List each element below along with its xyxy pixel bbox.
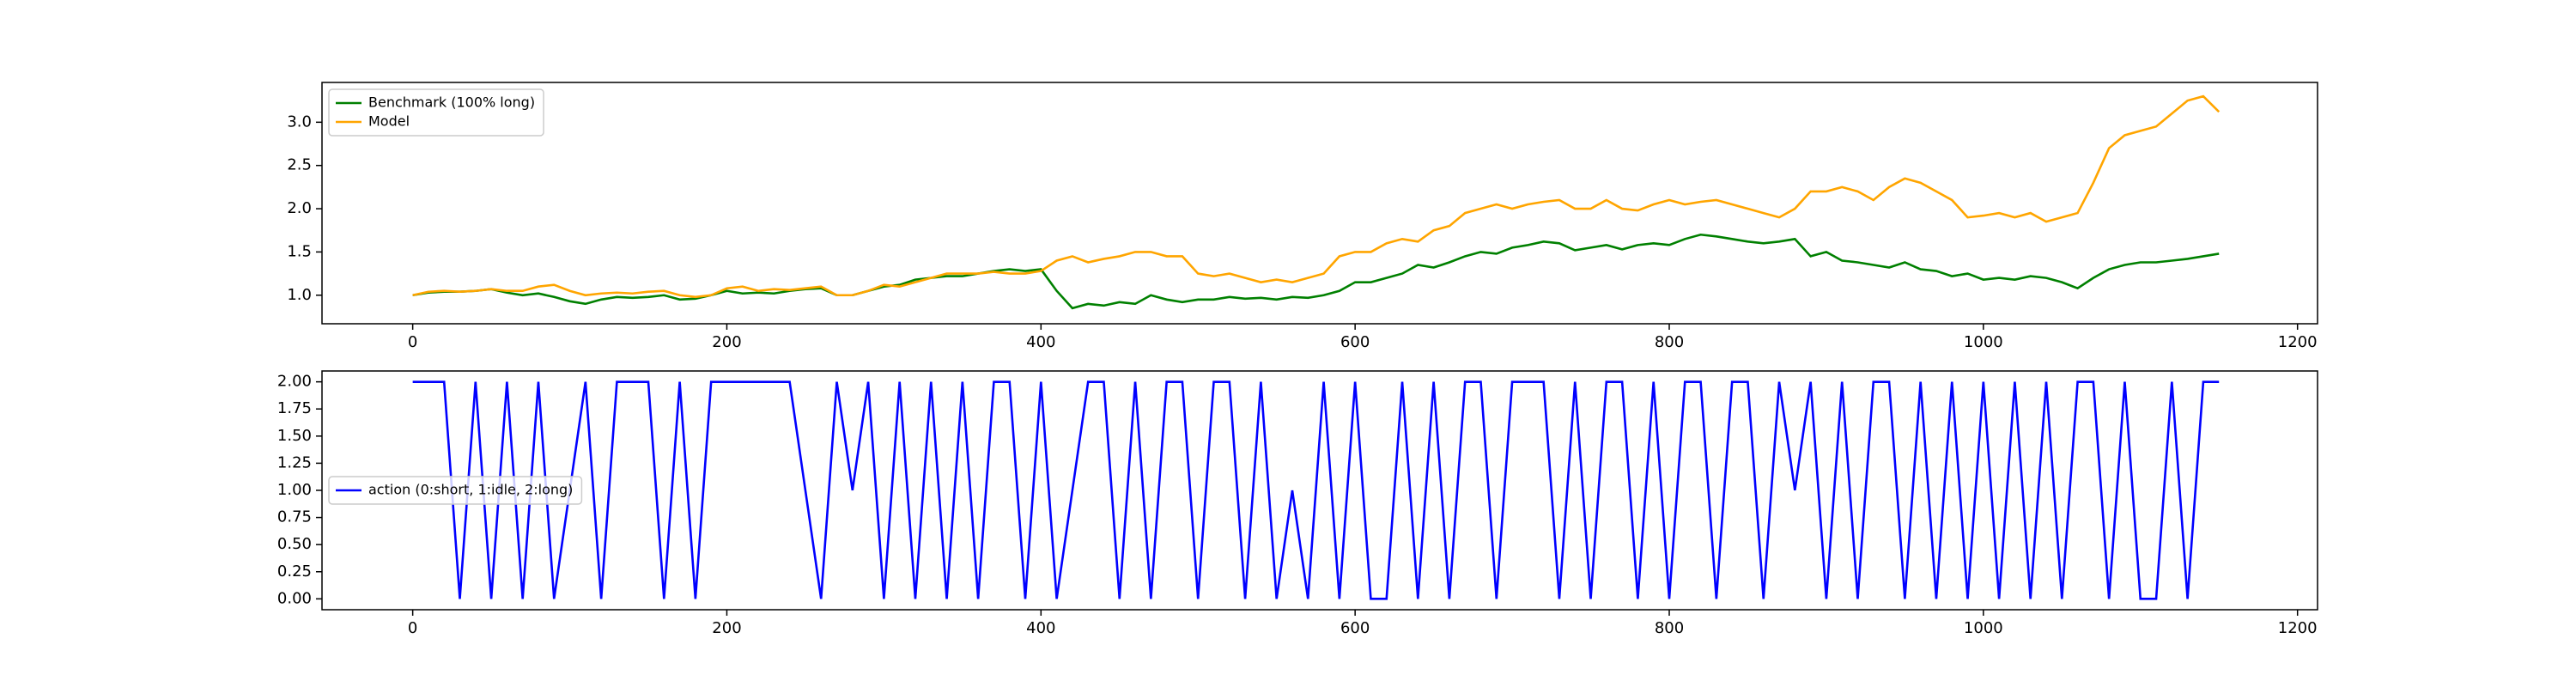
legend: Benchmark (100% long) Model [328,88,544,137]
legend-box [328,476,583,505]
x-tick-label: 400 [1026,619,1055,637]
legend-label: action (0:short, 1:idle, 2:long) [368,482,573,498]
y-tick-label: 0.50 [277,535,312,553]
x-tick-label: 1000 [1964,333,2003,351]
x-tick-label: 1000 [1964,619,2003,637]
legend-label: Model [368,113,410,130]
x-tick-label: 200 [712,333,741,351]
y-tick-label: 1.5 [287,242,312,260]
data-line [412,94,2221,299]
legend-label: Benchmark (100% long) [368,94,535,111]
plot-area [322,371,2318,610]
y-tick-label: 3.0 [287,112,312,131]
x-tick-label: 0 [408,619,417,637]
data-line [412,380,2220,600]
y-tick-label: 2.0 [287,199,312,217]
y-tick-label: 1.0 [287,286,312,304]
x-tick-label: 800 [1655,619,1684,637]
x-tick-label: 600 [1340,619,1370,637]
legend: action (0:short, 1:idle, 2:long) [328,476,583,505]
y-tick-label: 1.75 [277,399,312,417]
x-tick-label: 1200 [2278,333,2318,351]
y-tick-label: 1.00 [277,481,312,499]
y-tick-label: 0.25 [277,562,312,581]
y-tick-label: 1.50 [277,427,312,445]
x-tick-label: 400 [1026,333,1055,351]
x-tick-label: 800 [1655,333,1684,351]
y-tick-label: 0.00 [277,589,312,607]
plot-area [322,82,2318,324]
x-tick-label: 1200 [2278,619,2318,637]
x-tick-label: 600 [1340,333,1370,351]
axes-frame [321,82,2318,325]
y-tick-label: 2.5 [287,156,312,174]
x-tick-label: 200 [712,619,741,637]
legend-box [328,88,544,137]
y-tick-label: 1.25 [277,453,312,471]
y-tick-label: 2.00 [277,373,312,391]
x-tick-label: 0 [408,333,417,351]
y-tick-label: 0.75 [277,508,312,526]
